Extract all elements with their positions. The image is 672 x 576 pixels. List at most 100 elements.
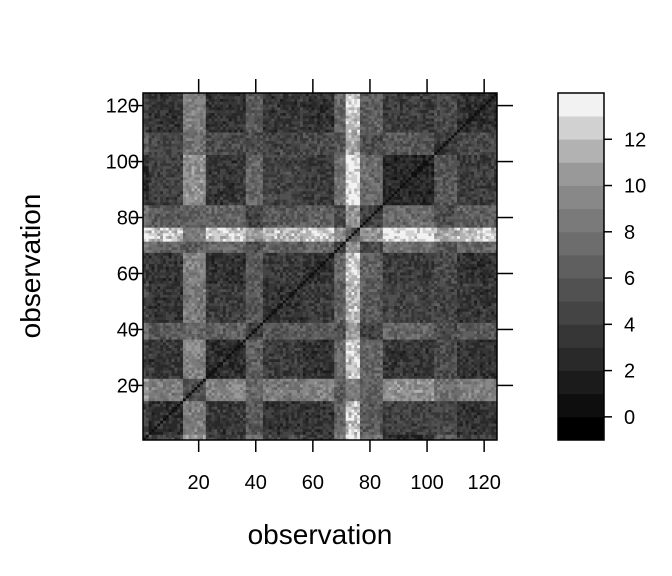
heatmap-cell	[177, 356, 181, 360]
heatmap-cell	[185, 146, 190, 150]
heatmap-cell	[177, 314, 181, 318]
heatmap-cell	[214, 115, 218, 119]
heatmap-cell	[148, 291, 152, 295]
heatmap-cell	[205, 269, 210, 273]
heatmap-cell	[202, 395, 207, 399]
heatmap-cell	[168, 336, 172, 340]
heatmap-cell	[185, 258, 190, 262]
heatmap-cell	[217, 216, 221, 220]
heatmap-cell	[211, 356, 215, 360]
heatmap-cell	[171, 120, 175, 125]
heatmap-cell	[165, 269, 170, 273]
heatmap-cell	[145, 356, 150, 360]
heatmap-cell	[242, 434, 247, 438]
heatmap-cell	[211, 260, 215, 265]
heatmap-cell	[143, 118, 147, 122]
heatmap-cell	[168, 238, 172, 242]
heatmap-cell	[182, 305, 187, 309]
heatmap-cell	[222, 238, 227, 242]
heatmap-cell	[182, 196, 187, 200]
heatmap-cell	[208, 109, 212, 113]
heatmap-cell	[234, 286, 238, 290]
heatmap-cell	[191, 210, 195, 214]
heatmap-cell	[188, 151, 192, 155]
heatmap-cell	[248, 146, 252, 150]
heatmap-cell	[245, 190, 249, 195]
heatmap-cell	[177, 132, 181, 136]
heatmap-cell	[151, 319, 155, 323]
heatmap-cell	[222, 126, 227, 130]
heatmap-cell	[214, 112, 218, 116]
heatmap-cell	[145, 218, 150, 223]
heatmap-cell	[231, 386, 235, 390]
heatmap-cell	[217, 375, 221, 379]
heatmap-cell	[245, 328, 249, 332]
heatmap-cell	[191, 151, 195, 155]
heatmap-cell	[191, 246, 195, 251]
heatmap-cell	[222, 174, 227, 178]
heatmap-cell	[174, 218, 178, 223]
heatmap-cell	[248, 347, 252, 351]
heatmap-cell	[191, 353, 195, 357]
heatmap-cell	[154, 378, 158, 382]
heatmap-cell	[242, 409, 247, 413]
heatmap-cell	[214, 227, 218, 231]
heatmap-cell	[205, 325, 210, 329]
heatmap-cell	[182, 291, 187, 295]
heatmap-cell	[231, 283, 235, 287]
heatmap-cell	[185, 202, 190, 206]
heatmap-cell	[211, 277, 215, 281]
heatmap-cell	[191, 115, 195, 119]
heatmap-cell	[174, 423, 178, 427]
heatmap-cell	[157, 428, 161, 432]
heatmap-cell	[214, 193, 218, 197]
heatmap-cell	[191, 431, 195, 435]
heatmap-cell	[154, 120, 158, 125]
heatmap-cell	[217, 330, 221, 335]
heatmap-cell	[248, 431, 252, 435]
heatmap-cell	[200, 213, 204, 217]
heatmap-cell	[245, 95, 249, 99]
heatmap-cell	[180, 347, 184, 351]
heatmap-cell	[214, 263, 218, 267]
heatmap-cell	[168, 118, 172, 122]
heatmap-cell	[197, 384, 201, 388]
heatmap-cell	[171, 339, 175, 343]
heatmap-cell	[154, 101, 158, 105]
heatmap-cell	[242, 112, 247, 116]
heatmap-cell	[151, 269, 155, 273]
heatmap-cell	[257, 384, 261, 388]
heatmap-cell	[194, 403, 198, 407]
heatmap-cell	[185, 101, 190, 105]
heatmap-cell	[242, 426, 247, 430]
heatmap-cell	[225, 143, 229, 147]
heatmap-cell	[157, 185, 161, 189]
heatmap-cell	[182, 227, 187, 231]
heatmap-cell	[222, 328, 227, 332]
heatmap-cell	[231, 123, 235, 127]
heatmap-cell	[245, 185, 249, 189]
heatmap-cell	[143, 244, 147, 248]
heatmap-cell	[157, 358, 161, 362]
heatmap-cell	[234, 168, 238, 172]
heatmap-cell	[165, 185, 170, 189]
heatmap-cell	[200, 126, 204, 130]
heatmap-cell	[151, 204, 155, 209]
heatmap-cell	[248, 204, 252, 209]
heatmap-cell	[151, 115, 155, 119]
heatmap-cell	[240, 283, 244, 287]
heatmap-cell	[231, 101, 235, 105]
heatmap-cell	[197, 157, 201, 161]
heatmap-cell	[171, 182, 175, 186]
heatmap-cell	[237, 126, 241, 130]
heatmap-cell	[154, 269, 158, 273]
heatmap-cell	[228, 213, 232, 217]
heatmap-cell	[220, 344, 224, 348]
heatmap-cell	[168, 286, 172, 290]
heatmap-cell	[162, 146, 167, 150]
heatmap-cell	[200, 372, 204, 376]
heatmap-cell	[228, 216, 232, 220]
heatmap-cell	[188, 244, 192, 248]
heatmap-cell	[162, 199, 167, 203]
heatmap-cell	[217, 325, 221, 329]
